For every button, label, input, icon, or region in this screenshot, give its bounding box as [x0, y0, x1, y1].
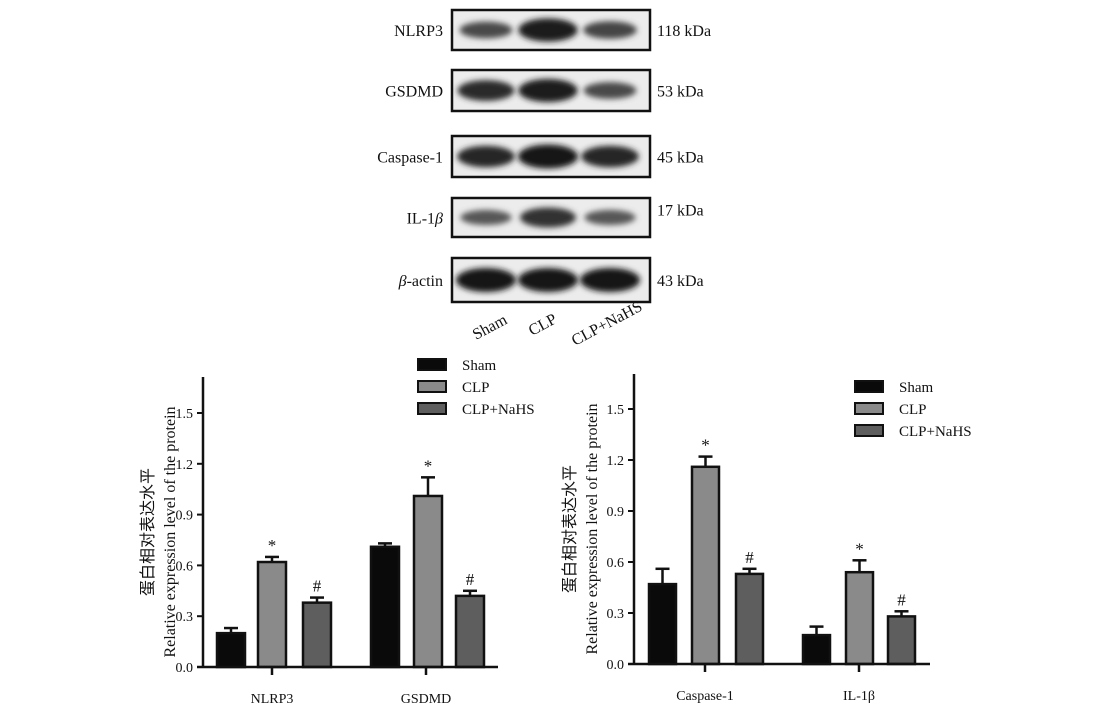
- bar-chart-left: * * # #0.0 0.3 0.6 0.9 1.2 1.5 NLRP3 GSDMD 蛋白相对表达水平…: [139, 358, 535, 707]
- blot-band: [518, 268, 578, 292]
- bar-clp-nahs: [734, 572, 765, 666]
- protein-name: IL-1: [407, 211, 435, 228]
- bar-clp-nahs: [454, 594, 486, 669]
- molecular-weight-label: 45 kDa: [657, 150, 704, 167]
- legend-swatch: [854, 380, 884, 393]
- significance-mark: *: [268, 536, 277, 555]
- legend-label: CLP: [462, 380, 490, 396]
- significance-mark: #: [745, 548, 754, 567]
- blot-band: [457, 80, 515, 101]
- bar-sham: [801, 633, 832, 666]
- bar-sham: [215, 631, 247, 669]
- molecular-weight-label: 118 kDa: [657, 23, 711, 40]
- bar-clp: [844, 570, 875, 666]
- beta-symbol: β: [434, 211, 443, 228]
- blot-row-label: GSDMD: [385, 84, 443, 101]
- significance-mark: *: [855, 539, 864, 558]
- y-axis-label: Relative expression level of the protein: [162, 406, 179, 657]
- molecular-weight-label: 53 kDa: [657, 84, 704, 101]
- significance-mark: #: [897, 590, 906, 609]
- significance-mark: *: [701, 436, 710, 455]
- lane-label: CLP: [526, 311, 560, 340]
- y-tick-label: 0.9: [176, 509, 194, 524]
- y-tick-label: 1.2: [176, 458, 194, 473]
- bar-clp: [256, 560, 288, 669]
- blot-row-label: NLRP3: [394, 23, 443, 40]
- protein-name: NLRP3: [394, 23, 443, 40]
- blot-band: [457, 145, 515, 168]
- blot-row-label: β-actin: [398, 273, 443, 290]
- blot-band: [518, 144, 578, 169]
- y-tick-label: 1.5: [176, 407, 194, 422]
- protein-name: Caspase-1: [377, 150, 443, 167]
- bar-clp-nahs: [301, 601, 333, 669]
- bar-clp: [412, 494, 444, 669]
- legend-label: Sham: [462, 358, 497, 374]
- legend-label: CLP+NaHS: [899, 424, 972, 440]
- molecular-weight-label: 17 kDa: [657, 203, 704, 220]
- blot-band: [456, 268, 516, 292]
- bar-clp: [690, 465, 721, 666]
- blot-band: [580, 268, 640, 292]
- y-tick-label: 0.3: [176, 610, 194, 625]
- lane-label: CLP+NaHS: [569, 298, 645, 349]
- blot-row-label: IL-1β: [407, 211, 443, 228]
- blot-row-label: Caspase-1: [377, 150, 443, 167]
- significance-mark: #: [466, 570, 475, 589]
- x-tick-label: GSDMD: [401, 692, 452, 707]
- western-blot: NLRP3 118 kDa GSDMD 53 kDa Caspase-1 45 kDa IL…: [377, 8, 711, 350]
- y-tick-label: 0.0: [607, 658, 625, 673]
- y-axis-label-chinese: 蛋白相对表达水平: [561, 465, 579, 593]
- blot-band: [518, 78, 578, 103]
- y-tick-label: 0.6: [607, 556, 625, 571]
- legend-label: Sham: [899, 380, 934, 396]
- legend-swatch: [854, 402, 884, 415]
- x-tick-label: NLRP3: [251, 692, 294, 707]
- legend-swatch: [417, 402, 447, 415]
- y-axis-label-chinese: 蛋白相对表达水平: [139, 468, 157, 596]
- legend-swatch: [417, 380, 447, 393]
- legend-label: CLP: [899, 402, 927, 418]
- protein-name: GSDMD: [385, 84, 443, 101]
- y-tick-label: 0.3: [607, 607, 625, 622]
- bar-sham: [369, 545, 401, 669]
- blot-band: [459, 21, 513, 39]
- blot-band: [520, 207, 576, 228]
- significance-mark: *: [424, 456, 433, 475]
- blot-band: [460, 209, 512, 226]
- molecular-weight-label: 43 kDa: [657, 273, 704, 290]
- lane-label: Sham: [470, 311, 511, 343]
- blot-band: [583, 21, 637, 39]
- x-tick-label: Caspase-1: [676, 689, 734, 704]
- y-tick-label: 0.9: [607, 505, 625, 520]
- legend-label: CLP+NaHS: [462, 402, 535, 418]
- blot-band: [581, 145, 639, 168]
- y-tick-label: 0.0: [176, 661, 194, 676]
- legend-swatch: [417, 358, 447, 371]
- significance-mark: #: [313, 577, 322, 596]
- protein-name: -actin: [407, 273, 443, 290]
- legend-swatch: [854, 424, 884, 437]
- blot-band: [583, 82, 637, 99]
- beta-symbol: β: [398, 273, 407, 290]
- bar-chart-right: * * # #0.0 0.3 0.6 0.9 1.2 1.5 Caspase-1 IL-1β 蛋白相对…: [561, 374, 972, 704]
- x-tick-label: IL-1β: [843, 689, 875, 704]
- bar-sham: [647, 582, 678, 666]
- y-tick-label: 0.6: [176, 559, 194, 574]
- y-axis-label: Relative expression level of the protein: [584, 403, 601, 654]
- blot-band: [518, 18, 578, 42]
- y-tick-label: 1.2: [607, 454, 625, 469]
- y-tick-label: 1.5: [607, 403, 625, 418]
- blot-band: [584, 209, 636, 226]
- bar-clp-nahs: [886, 615, 917, 666]
